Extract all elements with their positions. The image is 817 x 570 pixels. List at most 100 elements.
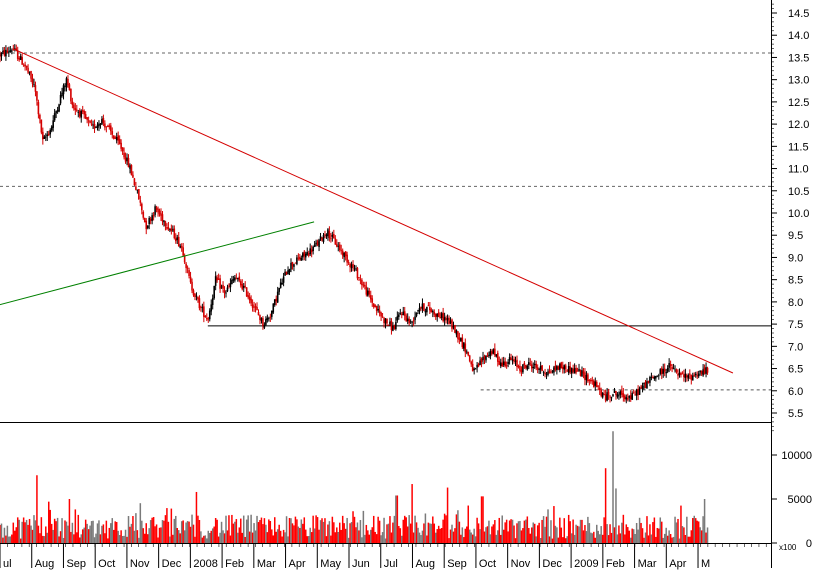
price-candle [132,171,134,179]
price-panel [0,44,771,404]
volume-bar [146,534,149,543]
volume-bar [127,516,130,543]
candle-body [319,236,322,239]
candle-body [344,251,347,257]
candle-body [160,213,162,216]
time-tick-label: 2009 [574,558,598,570]
price-candle [33,78,35,88]
price-candle [170,224,173,235]
candle-body [333,234,335,239]
price-candle [81,105,84,115]
volume-bar [225,515,227,543]
candle-body [56,110,59,112]
candle-body [560,362,563,369]
candle-body [90,123,93,125]
candle-body [559,363,561,370]
price-candle [90,119,93,127]
candle-body [390,321,393,331]
volume-bar [173,518,176,543]
candle-body [641,385,644,390]
candle-body [643,382,645,385]
volume-bar [522,528,524,543]
candle-body [73,104,75,109]
candle-body [693,374,696,376]
volume-bar [33,515,35,543]
price-candle [681,371,684,375]
candle-body [652,376,654,378]
volume-bar [359,520,362,543]
candle-body [200,306,202,308]
candle-body [705,367,707,374]
volume-bar [43,536,46,543]
volume-bar [5,535,7,543]
volume-bar [337,531,340,543]
price-candle [169,228,171,233]
volume-bar [621,522,623,543]
price-candle [89,120,91,124]
price-candle [67,75,69,88]
volume-bar [613,527,616,543]
volume-bar [350,522,353,543]
price-candle [21,53,23,65]
candle-body [36,91,38,101]
time-tick-label: Jul [384,558,398,570]
volume-bar [557,537,560,543]
price-candle [513,356,515,364]
candle-body [121,147,124,152]
price-candle [197,296,199,303]
volume-bar [399,528,402,543]
volume-bar [319,520,322,543]
volume-bar [418,532,421,543]
volume-bar [539,538,542,543]
volume-bar [155,524,158,543]
candle-body [624,395,626,400]
price-candle [353,264,356,272]
price-candle [64,83,66,92]
volume-bar [118,535,121,543]
candle-body [163,220,165,223]
candle-body [573,368,576,374]
price-candle [418,303,421,315]
volume-bar [276,529,279,543]
volume-bar [98,520,100,543]
volume-bar [409,523,412,543]
candle-body [34,85,37,92]
price-candle [421,298,424,313]
volume-bar [130,523,133,543]
price-candle [2,47,4,55]
price-candle [114,135,117,139]
price-candle [217,273,220,281]
candle-body [185,263,187,268]
candle-body [677,373,679,376]
volume-bar [114,521,116,543]
volume-bar [593,531,595,543]
price-candle [183,253,186,265]
price-candle [523,360,526,369]
price-candle [62,83,65,100]
volume-bar [257,522,260,543]
candle-body [291,262,294,266]
candle-body [665,371,667,374]
candle-body [640,386,642,389]
volume-bar [232,523,235,543]
candle-body [628,396,631,398]
candle-body [362,284,365,286]
candle-body [83,111,85,115]
price-candle [660,366,663,380]
volume-bar [618,525,620,543]
candle-body [364,284,366,287]
volume-bar [250,514,252,543]
volume-bar [62,537,65,543]
candle-body [324,234,326,236]
volume-bar [144,533,146,543]
volume-bar [200,531,202,543]
price-candle [520,366,523,377]
volume-bar [142,528,145,543]
candle-body [148,218,150,225]
time-tick-label: Apr [289,558,306,570]
price-candle [381,313,384,319]
price-candle [420,306,422,311]
volume-bar [497,530,499,543]
candle-body [536,367,539,370]
candle-body [225,292,227,294]
